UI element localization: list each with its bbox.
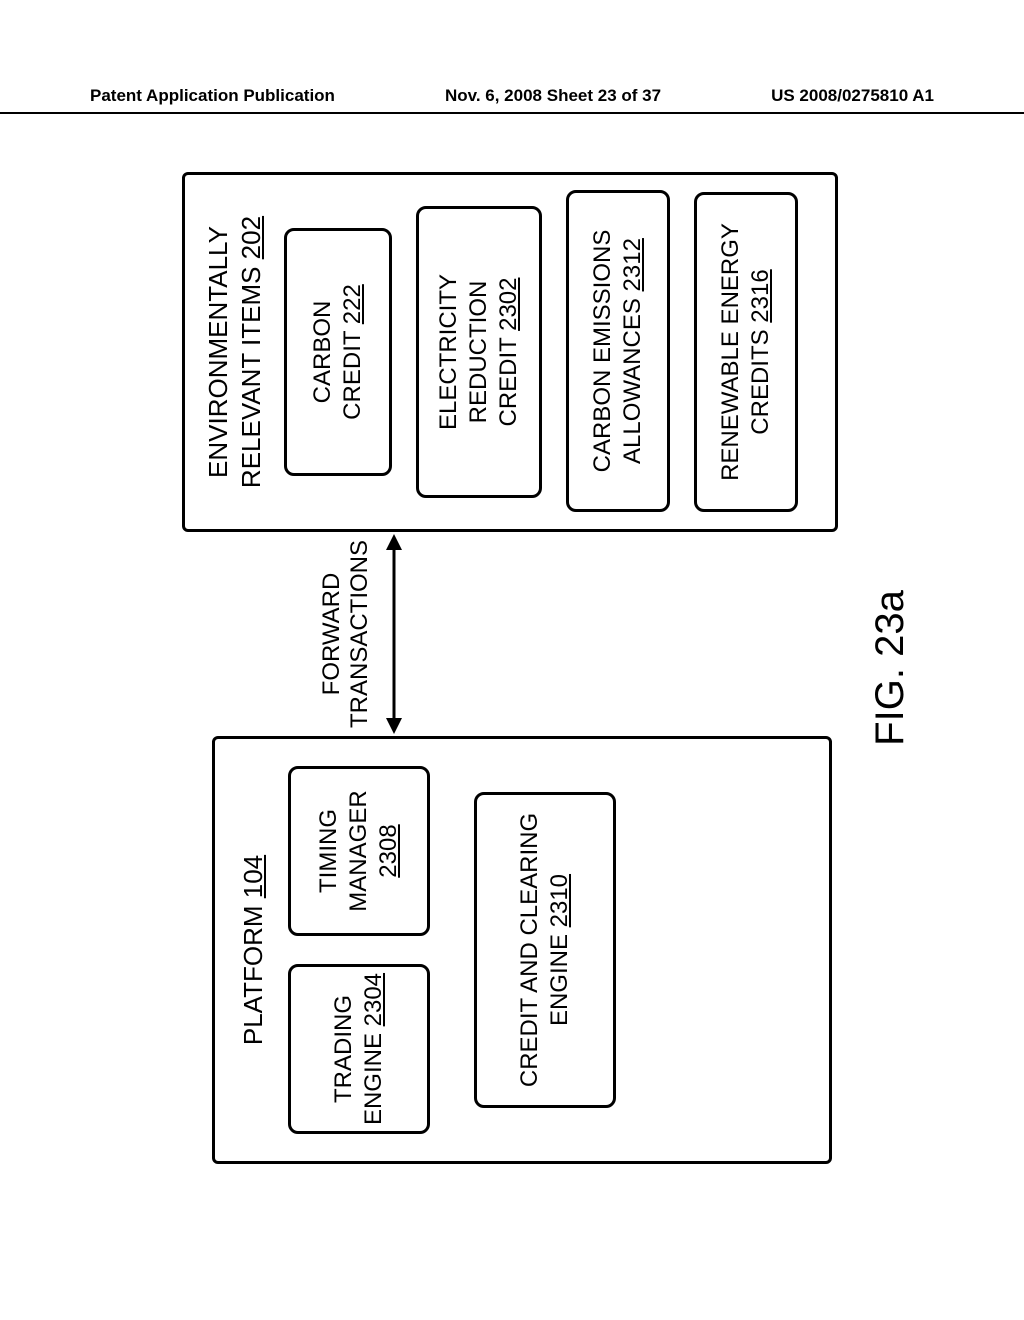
timing-manager-line2: MANAGER [344, 790, 374, 911]
header-center: Nov. 6, 2008 Sheet 23 of 37 [445, 86, 661, 106]
carbon-credit-ref: 222 [339, 284, 366, 324]
diagram-area: PLATFORM 104 TRADING ENGINE 2304 TIMING … [168, 156, 856, 1180]
header-right: US 2008/0275810 A1 [771, 86, 934, 106]
trading-engine-line1: TRADING [329, 995, 359, 1103]
allowances-pre: ALLOWANCES [619, 291, 646, 464]
electricity-box: ELECTRICITY REDUCTION CREDIT 2302 [416, 206, 542, 498]
credit-clearing-ref: 2310 [546, 874, 573, 927]
items-title-pre: RELEVANT ITEMS [236, 259, 266, 488]
diagram-rotated: PLATFORM 104 TRADING ENGINE 2304 TIMING … [168, 156, 856, 1180]
page-header: Patent Application Publication Nov. 6, 2… [0, 86, 1024, 114]
page: Patent Application Publication Nov. 6, 2… [0, 0, 1024, 1320]
credit-clearing-box: CREDIT AND CLEARING ENGINE 2310 [474, 792, 616, 1108]
electricity-pre: CREDIT [495, 331, 522, 427]
electricity-line3: CREDIT 2302 [494, 278, 524, 427]
renewable-box: RENEWABLE ENERGY CREDITS 2316 [694, 192, 798, 512]
allowances-ref: 2312 [619, 238, 646, 291]
timing-manager-box: TIMING MANAGER 2308 [288, 766, 430, 936]
carbon-credit-line1: CARBON [308, 301, 338, 404]
carbon-credit-box: CARBON CREDIT 222 [284, 228, 392, 476]
credit-clearing-line2: ENGINE 2310 [545, 874, 575, 1026]
electricity-ref: 2302 [495, 278, 522, 331]
allowances-line2: ALLOWANCES 2312 [618, 238, 648, 464]
trading-engine-pre: ENGINE [360, 1026, 387, 1125]
carbon-credit-pre: CREDIT [339, 324, 366, 420]
items-title: ENVIRONMENTALLY RELEVANT ITEMS 202 [202, 172, 267, 532]
electricity-line2: REDUCTION [464, 281, 494, 424]
allowances-line1: CARBON EMISSIONS [588, 230, 618, 473]
platform-title-text: PLATFORM [238, 898, 268, 1045]
trading-engine-line2: ENGINE 2304 [359, 973, 389, 1125]
trading-engine-box: TRADING ENGINE 2304 [288, 964, 430, 1134]
trading-engine-ref: 2304 [360, 973, 387, 1026]
header-left: Patent Application Publication [90, 86, 335, 106]
forward-transactions-label: FORWARD TRANSACTIONS [318, 532, 408, 736]
renewable-pre: CREDITS [747, 323, 774, 435]
electricity-line1: ELECTRICITY [434, 274, 464, 430]
timing-manager-ref: 2308 [375, 824, 402, 877]
platform-title-ref: 104 [238, 855, 268, 898]
items-title-line1: ENVIRONMENTALLY [202, 172, 235, 532]
credit-clearing-pre: ENGINE [546, 927, 573, 1026]
figure-label: FIG. 23a [868, 556, 913, 780]
timing-manager-line1: TIMING [314, 809, 344, 893]
renewable-line2: CREDITS 2316 [746, 269, 776, 434]
renewable-ref: 2316 [747, 269, 774, 322]
items-title-ref: 202 [236, 216, 266, 259]
double-arrow-icon [380, 534, 408, 734]
carbon-credit-line2: CREDIT 222 [338, 284, 368, 420]
items-title-line2: RELEVANT ITEMS 202 [235, 172, 268, 532]
arrow-label-2: TRANSACTIONS [346, 532, 374, 736]
arrow-label-1: FORWARD [318, 532, 346, 736]
credit-clearing-line1: CREDIT AND CLEARING [515, 813, 545, 1087]
platform-title: PLATFORM 104 [238, 736, 269, 1164]
renewable-line1: RENEWABLE ENERGY [716, 223, 746, 481]
allowances-box: CARBON EMISSIONS ALLOWANCES 2312 [566, 190, 670, 512]
